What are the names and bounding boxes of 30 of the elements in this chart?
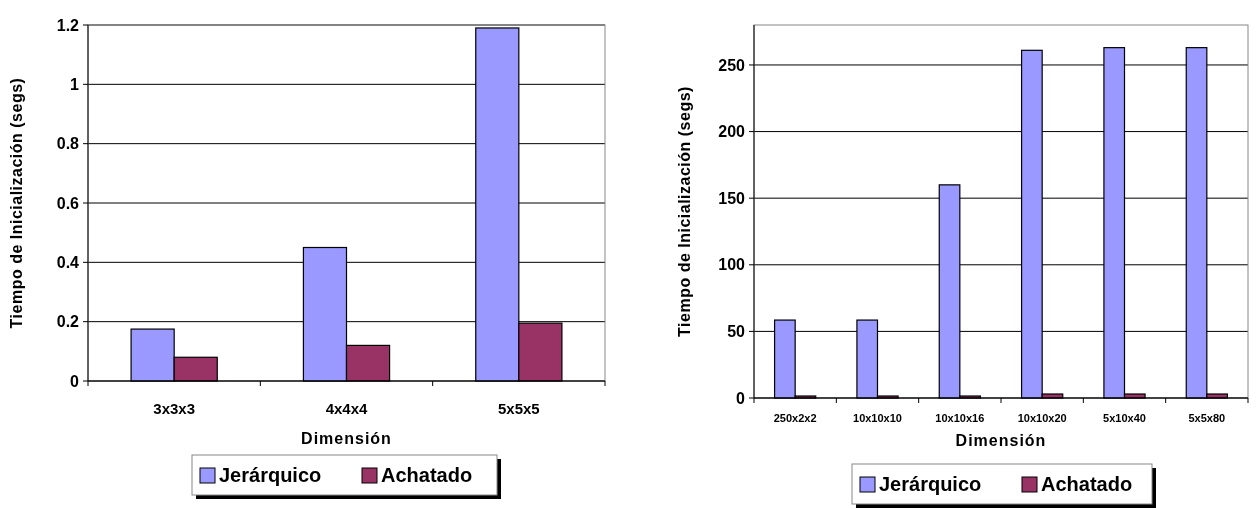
y-tick-label: 50: [727, 322, 746, 340]
y-tick-label: 0.6: [56, 194, 80, 212]
x-axis-title: Dimensión: [955, 432, 1047, 449]
y-tick-label: 0.2: [56, 313, 80, 331]
x-tick-label: 5x10x40: [1103, 412, 1146, 424]
y-axis-title: Tiempo de Inicialización (segs): [8, 77, 25, 329]
legend-label: Jerárquico: [219, 464, 322, 486]
x-axis-title: Dimensión: [301, 430, 392, 447]
x-tick-label: 5x5x80: [1188, 412, 1226, 424]
y-tick-label: 200: [718, 123, 746, 141]
legend-label: Jerárquico: [879, 473, 982, 495]
x-tick-label: 5x5x5: [497, 400, 540, 417]
y-tick-label: 0.8: [56, 135, 80, 153]
y-tick-label: 1: [70, 75, 80, 93]
x-tick-label: 10x10x20: [1017, 412, 1067, 424]
x-tick-label: 250x2x2: [773, 412, 817, 424]
x-tick-label: 10x10x16: [935, 412, 985, 424]
y-axis-title: Tiempo de Inicialización (segs): [676, 86, 693, 337]
y-tick-label: 0: [736, 389, 746, 407]
y-tick-label: 100: [718, 256, 746, 274]
y-tick-label: 250: [718, 56, 746, 74]
x-tick-label: 10x10x10: [853, 412, 902, 424]
x-tick-label: 4x4x4: [325, 400, 369, 417]
x-tick-label: 3x3x3: [153, 400, 196, 417]
y-tick-label: 1.2: [56, 16, 80, 34]
y-tick-label: 0.4: [56, 253, 80, 271]
y-tick-label: 0: [70, 372, 80, 390]
legend-label: Achatado: [1041, 473, 1133, 495]
legend-label: Achatado: [381, 464, 473, 486]
y-tick-label: 150: [718, 189, 746, 207]
